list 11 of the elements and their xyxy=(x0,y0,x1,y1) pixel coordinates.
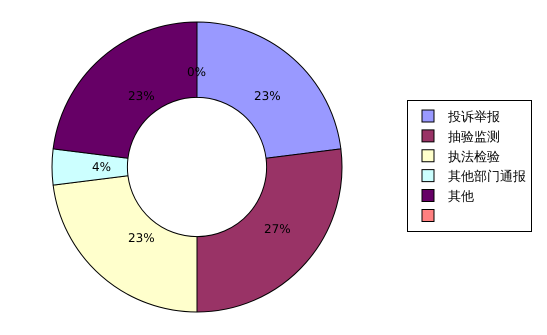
data-label: 4% xyxy=(92,160,112,174)
data-label: 23% xyxy=(128,89,155,103)
data-label: 23% xyxy=(128,231,155,245)
legend-label: 抽验监测 xyxy=(448,130,500,145)
legend-label: 投诉举报 xyxy=(447,110,500,126)
legend-label: 其他 xyxy=(448,190,474,205)
legend-label: 其他部门通报 xyxy=(448,168,526,185)
data-label: 23% xyxy=(254,89,281,103)
data-label: 27% xyxy=(264,222,291,236)
text: 0% xyxy=(187,65,206,79)
legend-label: 执法检验 xyxy=(448,150,500,165)
